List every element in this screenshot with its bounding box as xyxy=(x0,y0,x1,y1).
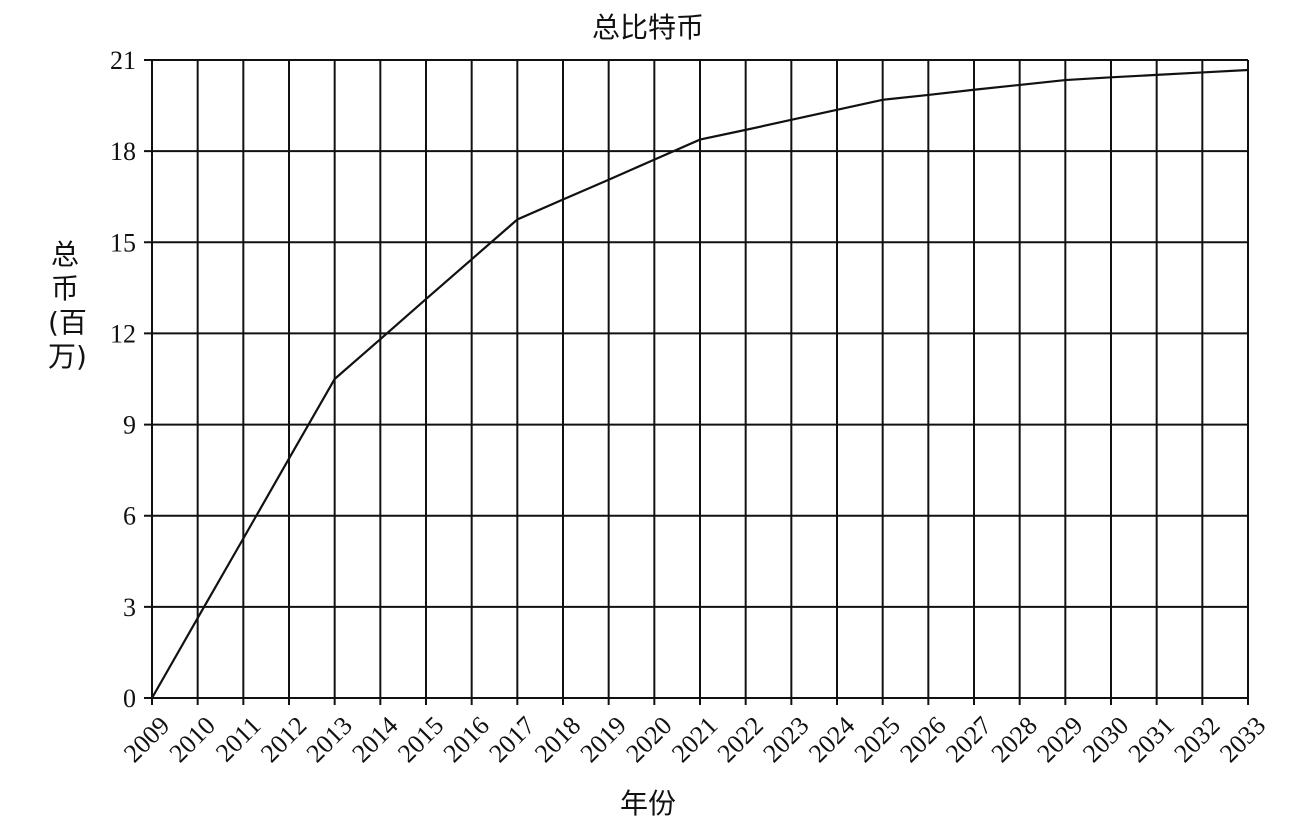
data-point xyxy=(196,617,199,619)
data-point xyxy=(1247,69,1249,71)
x-tick-label: 2012 xyxy=(255,711,312,768)
chart-title: 总比特币 xyxy=(591,11,704,44)
data-point xyxy=(288,457,290,460)
x-axis-label: 年份 xyxy=(619,787,676,820)
x-tick-label: 2029 xyxy=(1031,711,1088,768)
data-point xyxy=(790,119,793,121)
data-point xyxy=(836,109,838,111)
x-tick-label: 2016 xyxy=(438,711,495,768)
data-point xyxy=(881,98,884,101)
x-tick-label: 2009 xyxy=(118,711,175,768)
x-tick-label: 2019 xyxy=(575,711,632,768)
data-point xyxy=(333,378,336,380)
data-point xyxy=(470,258,473,261)
data-point xyxy=(1064,79,1067,81)
x-tick-label: 2014 xyxy=(346,711,403,768)
x-tick-label: 2031 xyxy=(1123,711,1180,768)
data-point xyxy=(242,537,245,540)
x-tick-label: 2022 xyxy=(712,711,769,768)
data-point xyxy=(699,138,701,141)
x-tick-label: 2011 xyxy=(210,711,267,768)
x-tick-label: 2028 xyxy=(986,711,1043,768)
data-point xyxy=(973,88,975,91)
x-tick-label: 2023 xyxy=(757,711,814,768)
x-tick-label: 2021 xyxy=(666,711,723,768)
y-tick-label: 18 xyxy=(110,137,136,166)
x-tick-label: 2017 xyxy=(483,711,540,768)
y-tick-label: 9 xyxy=(123,411,136,440)
data-point xyxy=(379,338,382,341)
data-point xyxy=(151,697,153,699)
x-tick-label: 2025 xyxy=(849,711,906,768)
data-point xyxy=(653,158,656,161)
data-point xyxy=(927,94,930,96)
data-point xyxy=(744,129,747,131)
data-point xyxy=(562,198,564,201)
x-tick-label: 2013 xyxy=(301,711,358,768)
x-tick-label: 2030 xyxy=(1077,711,1134,768)
data-point xyxy=(1018,84,1021,86)
x-tick-label: 2018 xyxy=(529,711,586,768)
x-tick-label: 2026 xyxy=(894,711,951,768)
y-tick-label: 12 xyxy=(110,319,136,348)
y-tick-label: 15 xyxy=(110,228,136,257)
x-tick-label: 2015 xyxy=(392,711,449,768)
data-point xyxy=(1155,74,1158,76)
y-tick-label: 21 xyxy=(110,46,136,75)
y-tick-label: 6 xyxy=(123,502,136,531)
y-tick-label: 3 xyxy=(123,593,136,622)
data-point xyxy=(425,298,427,300)
data-point xyxy=(1110,76,1112,79)
y-tick-label: 0 xyxy=(123,684,136,713)
x-tick-label: 2033 xyxy=(1214,711,1271,768)
y-axis-label: 总币(百万) xyxy=(48,238,87,373)
x-tick-label: 2010 xyxy=(164,711,221,768)
data-point xyxy=(607,178,610,181)
data-point xyxy=(516,218,519,221)
x-tick-label: 2027 xyxy=(940,711,997,768)
data-point xyxy=(1201,71,1204,74)
x-tick-label: 2020 xyxy=(620,711,677,768)
x-tick-label: 2024 xyxy=(803,711,860,768)
x-tick-label: 2032 xyxy=(1168,711,1225,768)
